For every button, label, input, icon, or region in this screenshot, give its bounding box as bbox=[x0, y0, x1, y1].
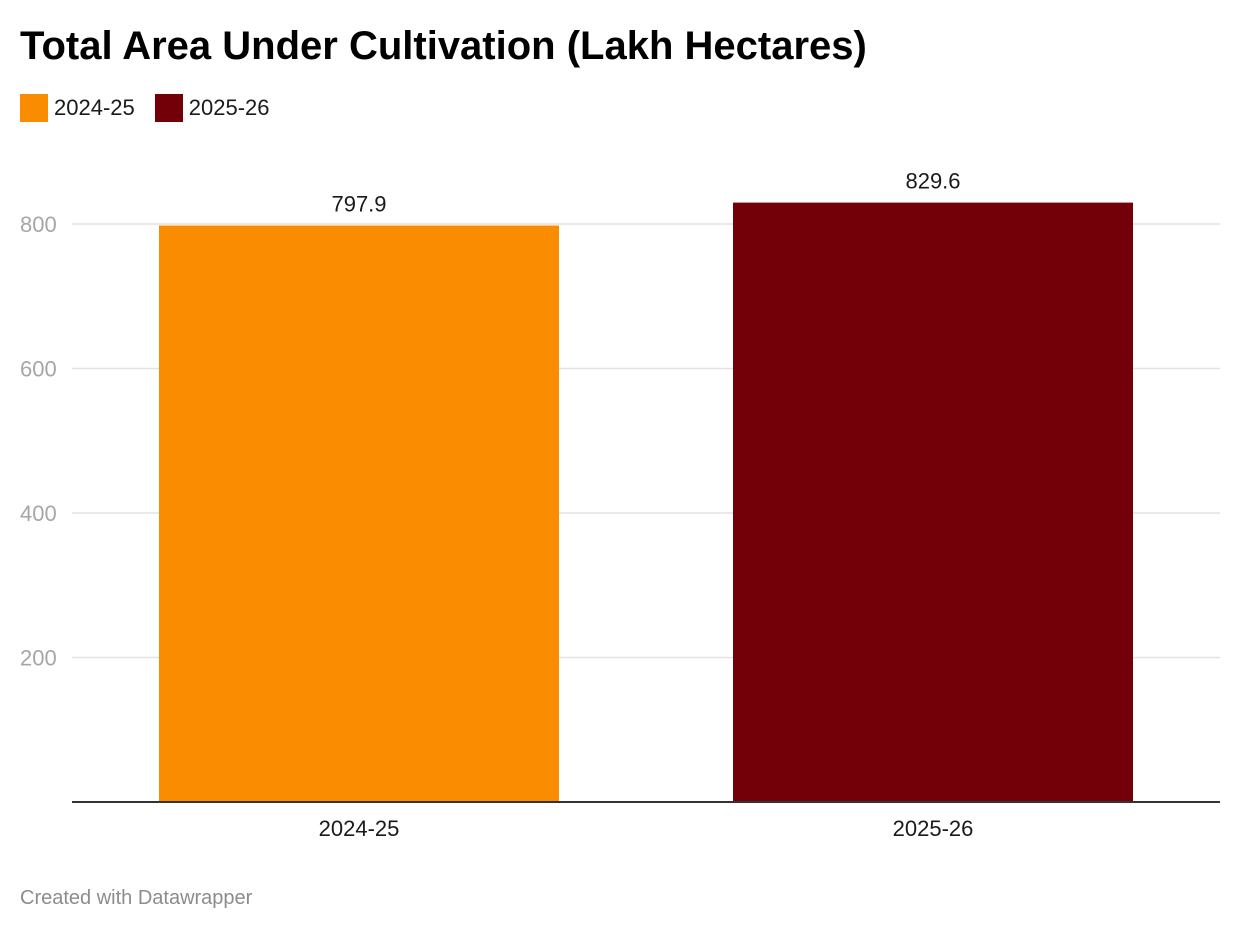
legend-item-2025-26: 2025-26 bbox=[154, 94, 270, 122]
y-tick-label-400: 400 bbox=[20, 501, 57, 526]
x-tick-label-2025-26: 2025-26 bbox=[893, 816, 974, 841]
chart-title: Total Area Under Cultivation (Lakh Hecta… bbox=[20, 24, 867, 68]
bar-chart: 200 400 600 800 797.9 2024-25 829.6 2025-26 bbox=[20, 169, 1220, 841]
data-label-2024-25: 797.9 bbox=[331, 192, 386, 217]
legend-label-2024-25: 2024-25 bbox=[54, 95, 135, 120]
legend-item-2024-25: 2024-25 bbox=[20, 94, 135, 122]
data-label-2025-26: 829.6 bbox=[905, 169, 960, 194]
legend-swatch-2025-26 bbox=[154, 94, 183, 122]
x-tick-label-2024-25: 2024-25 bbox=[319, 816, 400, 841]
bar-2024-25 bbox=[159, 225, 559, 803]
footer-credit: Created with Datawrapper bbox=[20, 887, 253, 909]
y-tick-label-600: 600 bbox=[20, 357, 57, 382]
y-tick-label-800: 800 bbox=[20, 212, 57, 237]
bar-2025-26 bbox=[733, 202, 1133, 802]
y-tick-label-200: 200 bbox=[20, 646, 57, 671]
legend-swatch-2024-25 bbox=[20, 94, 48, 122]
legend: 2024-25 2025-26 bbox=[20, 93, 290, 123]
legend-label-2025-26: 2025-26 bbox=[188, 95, 270, 120]
